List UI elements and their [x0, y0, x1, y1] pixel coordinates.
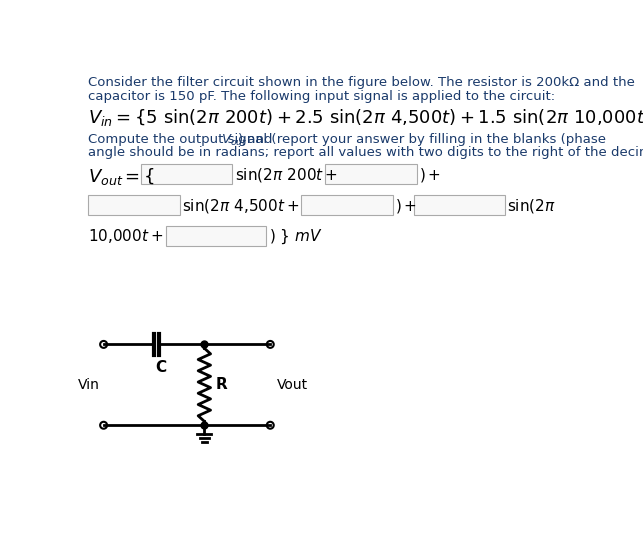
Text: angle should be in radians; report all values with two digits to the right of th: angle should be in radians; report all v…	[88, 146, 643, 158]
Text: $)\ \}\ mV$: $)\ \}\ mV$	[269, 227, 322, 246]
Text: Vin: Vin	[78, 378, 100, 392]
Text: $) +$: $) +$	[395, 197, 417, 214]
Text: $\sin(2\pi$: $\sin(2\pi$	[507, 197, 556, 214]
Text: $V_{out} = \{$: $V_{out} = \{$	[88, 166, 155, 186]
Text: $\sin(2\pi\ 200t +$: $\sin(2\pi\ 200t +$	[235, 166, 338, 184]
Text: $\sin(2\pi\ 4{,}500t +$: $\sin(2\pi\ 4{,}500t +$	[182, 197, 299, 214]
Text: $) +$: $) +$	[419, 166, 441, 184]
Text: capacitor is 150 pF. The following input signal is applied to the circuit:: capacitor is 150 pF. The following input…	[88, 90, 556, 102]
FancyBboxPatch shape	[141, 164, 232, 184]
Text: Vout: Vout	[276, 378, 307, 392]
Text: $V_{in} = \{5\ \sin(2\pi\ 200t) + 2.5\ \sin(2\pi\ 4{,}500t) + 1.5\ \sin(2\pi\ 10: $V_{in} = \{5\ \sin(2\pi\ 200t) + 2.5\ \…	[88, 107, 643, 128]
Text: $10{,}000t +$: $10{,}000t +$	[88, 227, 163, 245]
Text: C: C	[155, 360, 166, 375]
Text: $V_{out}$: $V_{out}$	[221, 133, 248, 148]
FancyBboxPatch shape	[302, 195, 393, 215]
FancyBboxPatch shape	[413, 195, 505, 215]
FancyBboxPatch shape	[88, 195, 179, 215]
FancyBboxPatch shape	[325, 164, 417, 184]
Text: Compute the output signal (: Compute the output signal (	[88, 133, 276, 146]
Text: R: R	[215, 377, 227, 393]
FancyBboxPatch shape	[166, 226, 266, 246]
Text: ) and report your answer by filling in the blanks (phase: ) and report your answer by filling in t…	[239, 133, 606, 146]
Text: Consider the filter circuit shown in the figure below. The resistor is 200kΩ and: Consider the filter circuit shown in the…	[88, 76, 635, 90]
